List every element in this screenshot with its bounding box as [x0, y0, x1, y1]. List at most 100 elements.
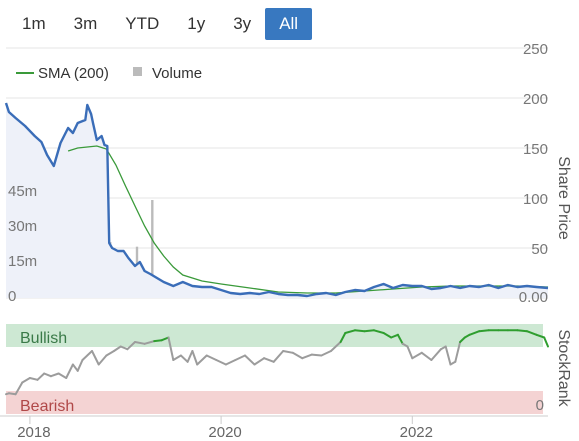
stockrank-segment	[28, 377, 39, 381]
volume-bar	[151, 200, 154, 298]
range-selector: 1m 3m YTD 1y 3y All	[8, 8, 313, 40]
volume-legend-label: Volume	[152, 65, 202, 82]
stockrank-segment	[21, 377, 31, 384]
range-button-1m[interactable]: 1m	[22, 14, 46, 33]
stockrank-segment	[459, 336, 466, 343]
price-area	[6, 103, 548, 298]
stockrank-segment	[420, 351, 433, 361]
stockrank-segment	[344, 329, 356, 334]
stockrank-segment	[272, 350, 285, 363]
stockrank-segment	[543, 336, 549, 348]
right-axis-tick: 150	[523, 141, 548, 158]
stockrank-segment	[71, 363, 79, 372]
stockrank-segment	[516, 329, 528, 333]
stockrank-segment	[205, 354, 218, 361]
stockrank-segment	[153, 339, 163, 343]
stockrank-segment	[301, 353, 313, 360]
price-line	[4, 102, 549, 298]
stockrank-segment	[330, 341, 342, 352]
bearish-band	[6, 391, 543, 414]
stockrank-segment	[363, 329, 375, 333]
stockrank-segment	[353, 329, 366, 333]
stockrank-segment	[105, 350, 115, 357]
stockrank-segment	[179, 354, 189, 363]
right-axis-tick: 250	[523, 41, 548, 58]
left-axis-ticks: 45m 30m 15m 0	[8, 183, 37, 305]
stockrank-segment	[468, 330, 481, 336]
stockrank-segment	[411, 351, 423, 360]
stockrank-segment	[224, 359, 237, 366]
range-button-3y[interactable]: 3y	[233, 14, 252, 33]
x-tick-label: 2022	[400, 424, 433, 441]
stockrank-segment	[478, 329, 490, 333]
stockrank-panel: Bullish Bearish 0 StockRank	[5, 324, 572, 415]
stockrank-segment	[253, 357, 266, 366]
stockrank-segment	[215, 359, 227, 366]
stockrank-segment	[406, 345, 414, 360]
bullish-label: Bullish	[20, 330, 67, 347]
bearish-label: Bearish	[20, 398, 74, 415]
stockrank-segment	[282, 350, 294, 354]
stockrank-segment	[244, 354, 256, 366]
range-button-all[interactable]: All	[265, 8, 313, 40]
stockrank-segment	[196, 354, 208, 366]
stockrank-segment	[430, 348, 442, 361]
stockrank-segment	[81, 350, 93, 361]
stockrank-segment	[373, 329, 385, 334]
share-price-axis-label: Share Price	[555, 156, 572, 240]
stockrank-segment	[382, 332, 393, 339]
stockrank-segment	[126, 341, 136, 351]
stockrank-segment	[234, 354, 246, 361]
right-axis-tick: 200	[523, 91, 548, 108]
stockrank-segment	[160, 336, 170, 342]
stockrank-segment	[172, 354, 182, 361]
stockrank-segment	[167, 336, 175, 361]
stockrank-segment	[396, 333, 404, 345]
stockrank-segment	[320, 350, 332, 357]
volume-legend-icon	[133, 67, 142, 76]
stockrank-segment	[535, 333, 546, 339]
stockrank-segment	[7, 392, 17, 396]
right-axis-tick: 50	[531, 241, 548, 258]
stockrank-segment	[57, 372, 68, 379]
stockrank-segment	[526, 330, 538, 336]
stockrank-segment	[186, 350, 194, 363]
stockrank-segment	[97, 354, 108, 366]
stockrank-segment	[263, 357, 275, 363]
stockrank-segment	[113, 345, 122, 352]
stockrank-segment	[191, 350, 199, 366]
stockrank-segment	[134, 341, 146, 345]
left-axis-tick: 0	[8, 288, 16, 305]
stockrank-segment	[454, 341, 462, 363]
stockrank-axis-label: StockRank	[555, 329, 572, 407]
price-panel: 250 200 150 100 50 0.00 45m 30m 15m 0 Sh…	[4, 41, 572, 306]
stockrank-segment	[76, 359, 84, 372]
stockrank-zero-tick: 0	[536, 397, 544, 414]
range-button-1y[interactable]: 1y	[187, 14, 206, 33]
bullish-band	[6, 324, 543, 347]
stockrank-segment	[444, 345, 452, 366]
stockrank-segment	[65, 363, 74, 379]
right-axis-tick: 0.00	[519, 289, 548, 306]
right-axis-ticks: 250 200 150 100 50 0.00	[519, 41, 548, 306]
stockrank-segment	[14, 381, 24, 396]
x-tick-label: 2018	[17, 424, 50, 441]
stockrank-line	[5, 329, 549, 396]
left-axis-tick: 45m	[8, 183, 37, 200]
left-axis-tick: 30m	[8, 218, 37, 235]
stockrank-segment	[91, 350, 100, 366]
stockrank-segment	[291, 351, 304, 360]
range-button-ytd[interactable]: YTD	[125, 14, 160, 33]
x-tick-label: 2020	[208, 424, 241, 441]
sma-legend-label: SMA (200)	[38, 65, 109, 82]
stockrank-segment	[310, 353, 323, 357]
stockrank-segment	[339, 332, 347, 343]
stockrank-segment	[119, 345, 129, 351]
stockrank-segment	[49, 372, 60, 378]
x-axis-ticks: 2018 2020 2022	[17, 416, 433, 441]
legend: SMA (200) Volume	[16, 65, 202, 82]
range-button-3m[interactable]: 3m	[73, 14, 98, 33]
stockrank-segment	[143, 340, 156, 345]
stockrank-segment	[43, 372, 52, 378]
